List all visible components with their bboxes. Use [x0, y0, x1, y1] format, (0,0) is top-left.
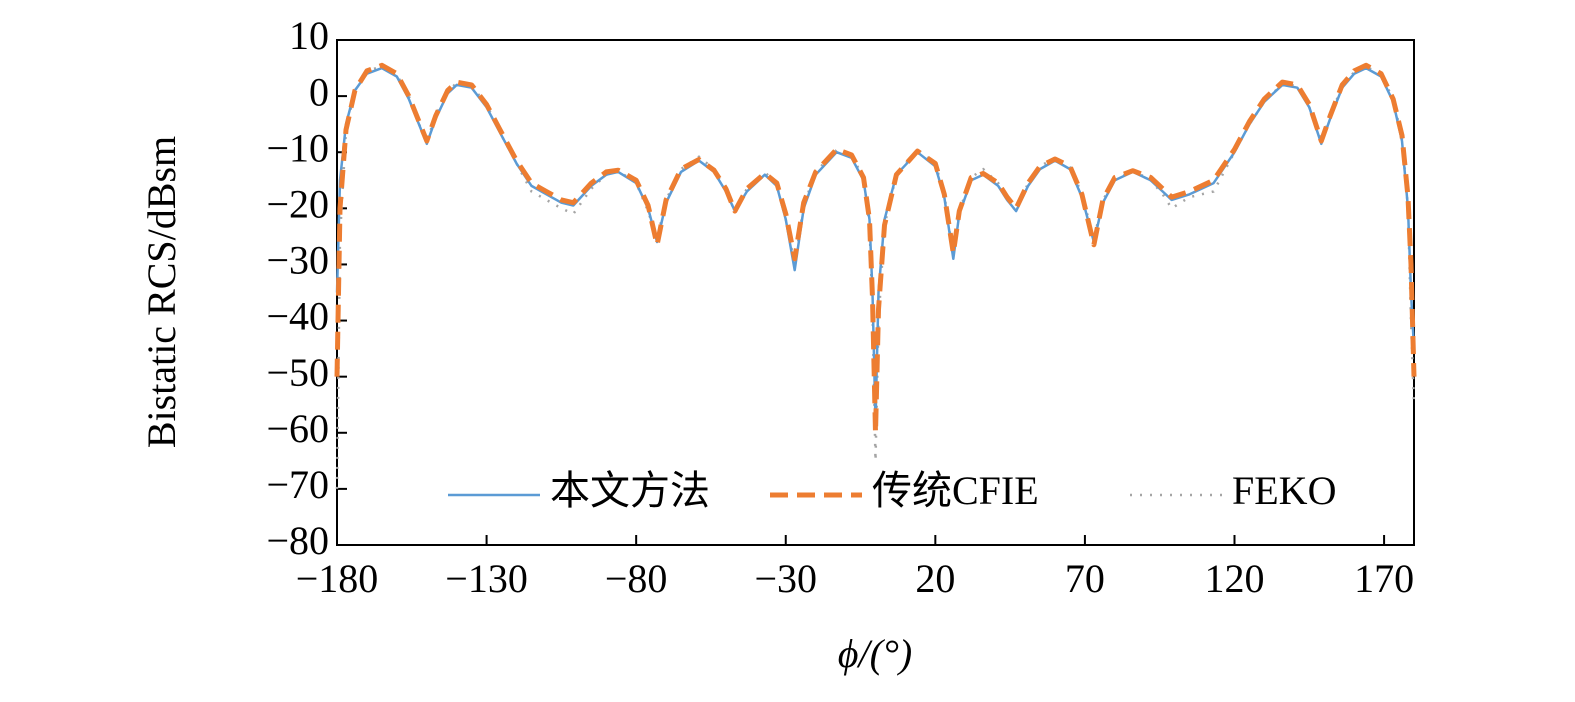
x-tick-label: 20 — [915, 556, 955, 601]
legend-label: 传统CFIE — [872, 468, 1039, 513]
x-tick-label: −80 — [605, 556, 668, 601]
x-axis-label: ϕ/(°) — [838, 631, 912, 676]
y-tick-label: −50 — [266, 350, 329, 395]
y-tick-label: −40 — [266, 294, 329, 339]
y-tick-label: −30 — [266, 238, 329, 283]
x-tick-label: 170 — [1354, 556, 1414, 601]
y-tick-label: 10 — [289, 13, 329, 58]
x-tick-label: −180 — [296, 556, 379, 601]
x-tick-label: −130 — [445, 556, 528, 601]
y-tick-label: −20 — [266, 182, 329, 227]
y-tick-label: −60 — [266, 406, 329, 451]
y-tick-label: −10 — [266, 125, 329, 170]
y-tick-label: −70 — [266, 462, 329, 507]
series-line — [334, 62, 1417, 436]
x-tick-label: −30 — [754, 556, 817, 601]
legend-label: 本文方法 — [550, 468, 710, 513]
y-tick-label: 0 — [309, 69, 329, 114]
x-tick-label: 120 — [1205, 556, 1265, 601]
x-tick-label: 70 — [1065, 556, 1105, 601]
y-tick-label: −80 — [266, 518, 329, 563]
y-axis-label: Bistatic RCS/dBsm — [139, 136, 184, 448]
legend-label: FEKO — [1232, 468, 1336, 513]
